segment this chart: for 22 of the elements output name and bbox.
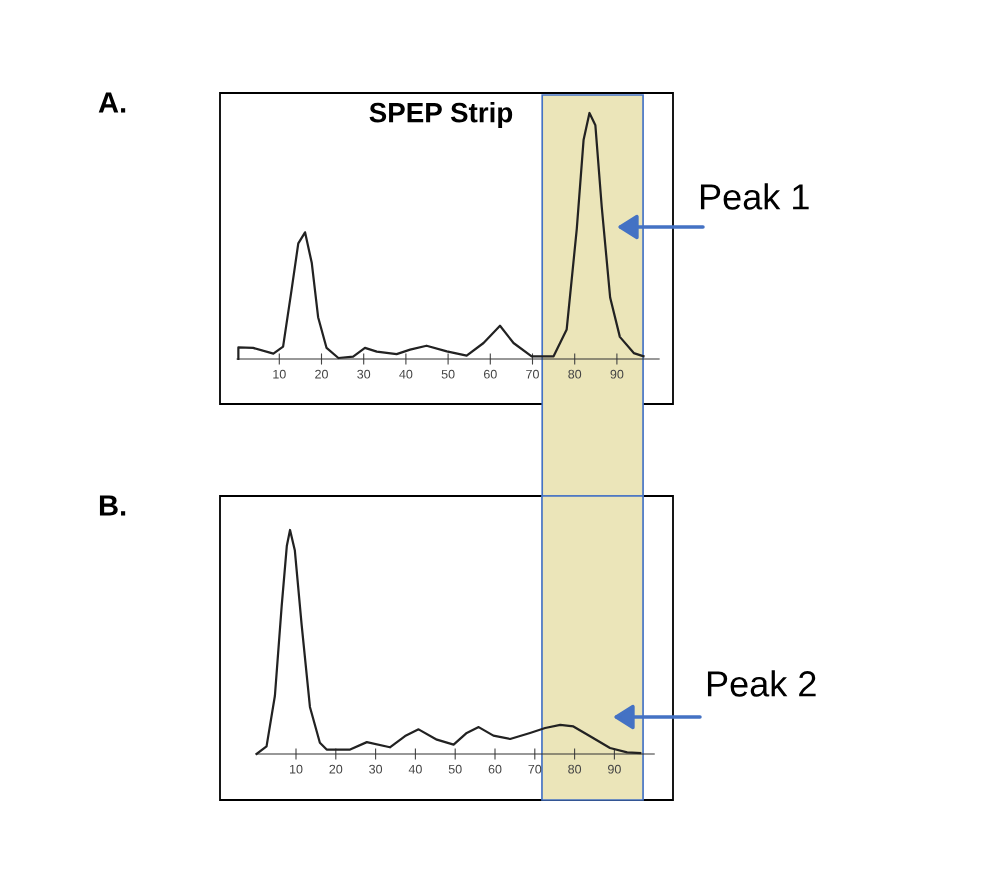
x-tick-label: 10 <box>290 764 303 774</box>
x-tick-label: 50 <box>441 369 455 379</box>
x-tick-label: 90 <box>610 369 624 379</box>
x-tick-label: 20 <box>329 764 343 774</box>
x-tick-label: 80 <box>568 369 582 379</box>
text: Peak 1 <box>700 183 809 210</box>
x-tick-label: 90 <box>608 764 621 774</box>
x-tick-label: 40 <box>408 764 422 774</box>
chart-title: B. <box>99 495 126 516</box>
x-tick-label: 70 <box>526 369 539 379</box>
x-tick-label: 30 <box>357 369 371 379</box>
x-tick-label: 50 <box>448 764 462 774</box>
annotation: SPEP Strip <box>369 102 513 128</box>
x-tick-label: 20 <box>315 369 328 379</box>
x-tick-label: 40 <box>399 369 413 379</box>
x-tick-label: 30 <box>369 764 383 774</box>
x-tick-label: 10 <box>273 369 286 379</box>
x-tick-label: 80 <box>568 764 582 774</box>
text: Peak 2 <box>707 670 816 697</box>
x-tick-label: 60 <box>483 369 497 379</box>
x-tick-label: 60 <box>488 764 502 774</box>
chart-title: A. <box>98 92 126 113</box>
